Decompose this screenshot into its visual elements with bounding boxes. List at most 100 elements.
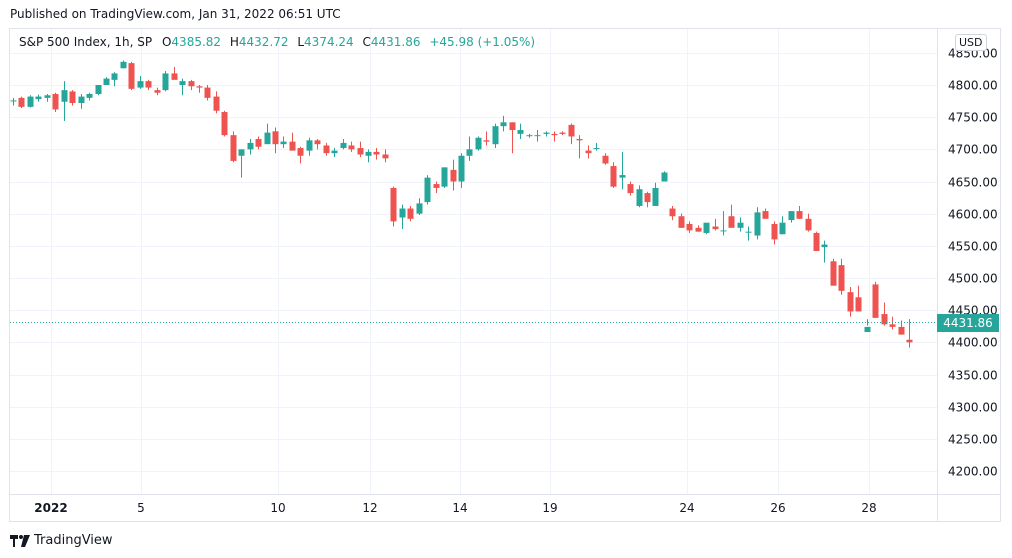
time-tick-label: 2022 bbox=[34, 501, 67, 515]
candle-body bbox=[754, 212, 761, 236]
candle-body bbox=[644, 193, 651, 203]
price-tick-label: 4500.00 bbox=[948, 272, 998, 286]
candle-body bbox=[703, 222, 710, 233]
candle-body bbox=[627, 184, 634, 194]
candle-body bbox=[272, 131, 279, 145]
tradingview-logo-icon bbox=[10, 534, 30, 547]
candle-body bbox=[847, 292, 854, 312]
candle-body bbox=[230, 135, 237, 161]
candle-body bbox=[745, 231, 752, 233]
candle-body bbox=[162, 73, 169, 91]
candle-body bbox=[805, 218, 812, 231]
candle-body bbox=[483, 140, 490, 142]
candle-body bbox=[652, 187, 659, 206]
candle-body bbox=[69, 91, 76, 104]
price-tick-label: 4200.00 bbox=[948, 465, 998, 479]
candle-body bbox=[889, 324, 896, 327]
candle-body bbox=[61, 90, 68, 102]
price-tick-label: 4550.00 bbox=[948, 240, 998, 254]
candle-body bbox=[204, 87, 211, 98]
candle-body bbox=[95, 85, 102, 95]
high-key: H bbox=[229, 35, 239, 49]
candle-body bbox=[357, 148, 364, 155]
candle-body bbox=[872, 284, 879, 318]
candle-body bbox=[416, 203, 423, 214]
candle-body bbox=[340, 142, 347, 149]
candle-body bbox=[120, 61, 127, 69]
candle-body bbox=[297, 148, 304, 156]
candle-body bbox=[543, 132, 550, 134]
open-value: 4385.82 bbox=[171, 35, 222, 49]
time-tick-label: 26 bbox=[770, 501, 785, 515]
candle-body bbox=[373, 151, 380, 155]
candle-body bbox=[568, 124, 575, 137]
candle-body bbox=[255, 139, 262, 147]
candle-body bbox=[838, 265, 845, 291]
candle-body bbox=[585, 150, 592, 154]
candle-body bbox=[737, 222, 744, 228]
symbol-label: S&P 500 Index, 1h, SP bbox=[19, 35, 153, 49]
time-tick-label: 28 bbox=[861, 501, 876, 515]
candle-body bbox=[636, 189, 643, 206]
candle-body bbox=[78, 96, 85, 104]
candle-body bbox=[695, 227, 702, 232]
high-value: 4432.72 bbox=[238, 35, 289, 49]
candle-body bbox=[111, 73, 118, 80]
chart-frame bbox=[9, 28, 1001, 522]
price-tick-label: 4750.00 bbox=[948, 111, 998, 125]
candle-body bbox=[610, 166, 617, 187]
candle-body bbox=[906, 339, 913, 343]
candle-body bbox=[712, 226, 719, 230]
time-tick-label: 24 bbox=[679, 501, 694, 515]
candle-body bbox=[399, 208, 406, 218]
candle-body bbox=[35, 96, 42, 100]
candle-body bbox=[382, 154, 389, 159]
candle-body bbox=[247, 142, 254, 150]
candle-body bbox=[669, 208, 676, 217]
open-key: O bbox=[161, 35, 172, 49]
candle-body bbox=[509, 122, 516, 131]
last-price-tag: 4431.86 bbox=[937, 313, 999, 332]
candle-body bbox=[813, 232, 820, 251]
price-axis-divider bbox=[937, 29, 938, 521]
candle-body bbox=[526, 135, 533, 137]
price-tick-label: 4350.00 bbox=[948, 369, 998, 383]
tradingview-logo[interactable]: TradingView bbox=[10, 533, 113, 548]
low-value: 4374.24 bbox=[304, 35, 354, 49]
candle-body bbox=[441, 167, 448, 187]
candle-body bbox=[137, 81, 144, 88]
candle-body bbox=[686, 223, 693, 231]
candle-body bbox=[517, 130, 524, 134]
low-key: L bbox=[297, 35, 305, 49]
price-tick-label: 4300.00 bbox=[948, 401, 998, 415]
candle-body bbox=[10, 100, 17, 102]
candle-body bbox=[762, 211, 769, 219]
candle-body bbox=[365, 151, 372, 156]
candle-body bbox=[52, 94, 59, 110]
candle-body bbox=[559, 132, 566, 134]
candle-body bbox=[830, 261, 837, 286]
candle-body bbox=[348, 145, 355, 150]
candle-body bbox=[306, 140, 313, 151]
candle-body bbox=[188, 81, 195, 87]
candle-body bbox=[280, 141, 287, 145]
candle-body bbox=[593, 148, 600, 150]
candle-body bbox=[390, 187, 397, 222]
candle-body bbox=[864, 326, 871, 333]
candle-body bbox=[44, 95, 51, 98]
candle-body bbox=[171, 73, 178, 80]
currency-badge[interactable]: USD bbox=[955, 34, 987, 51]
candle-body bbox=[179, 81, 186, 85]
candle-body bbox=[898, 326, 905, 335]
candle-body bbox=[103, 78, 110, 85]
candle-body bbox=[728, 216, 735, 228]
candle-body bbox=[855, 297, 862, 312]
candle-body bbox=[213, 96, 220, 111]
candle-body bbox=[881, 314, 888, 325]
candle-body bbox=[602, 155, 609, 164]
candle-body bbox=[678, 216, 685, 228]
time-tick-label: 10 bbox=[270, 501, 285, 515]
candle-body bbox=[779, 222, 786, 235]
candle-body bbox=[619, 175, 626, 178]
